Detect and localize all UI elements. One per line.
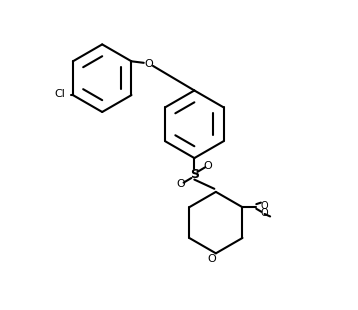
Text: O: O (260, 208, 268, 218)
Text: O: O (204, 161, 213, 171)
Text: S: S (190, 168, 199, 181)
Text: O: O (260, 201, 268, 211)
Text: Cl: Cl (54, 89, 65, 99)
Text: O: O (144, 60, 153, 69)
Text: O: O (208, 254, 217, 264)
Text: O: O (176, 179, 185, 189)
